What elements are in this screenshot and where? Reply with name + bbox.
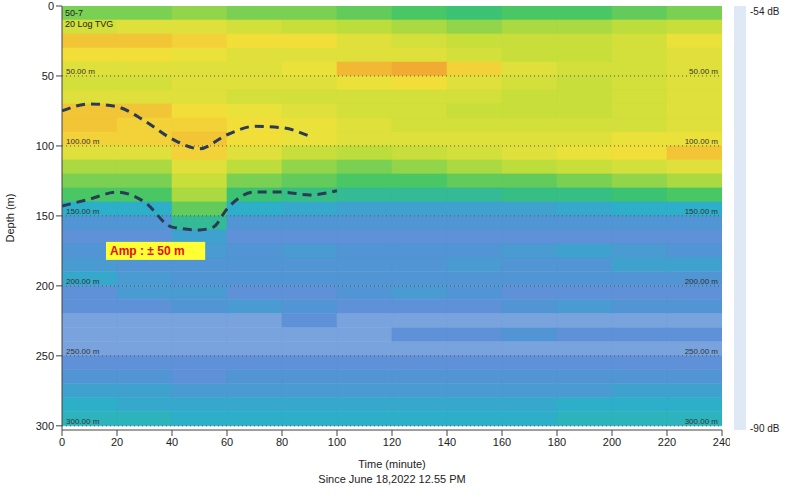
svg-text:250.00 m: 250.00 m [685,347,719,356]
html-text:Since June 18,2022 12.55 PM: Since June 18,2022 12.55 PM [318,473,466,485]
svg-text:100.00 m: 100.00 m [685,137,719,146]
svg-text:200: 200 [603,436,621,448]
svg-text:Time (minute): Time (minute) [358,458,425,470]
svg-text:0: 0 [48,0,54,12]
svg-text:50.00 m: 50.00 m [66,67,95,76]
svg-text:300.00 m: 300.00 m [685,417,719,426]
svg-text:160: 160 [493,436,511,448]
svg-text:Depth (m): Depth (m) [4,194,16,243]
svg-text:20: 20 [111,436,123,448]
svg-text:150.00 m: 150.00 m [66,207,100,216]
svg-text:Amp : ± 50 m: Amp : ± 50 m [110,244,185,258]
svg-text:180: 180 [548,436,566,448]
html-text:50-7: 50-7 [65,8,83,18]
svg-text:80: 80 [276,436,288,448]
svg-text:240: 240 [713,436,730,448]
svg-text:300.00 m: 300.00 m [66,417,100,426]
svg-text:60: 60 [221,436,233,448]
svg-text:0: 0 [59,436,65,448]
svg-text:200: 200 [36,280,54,292]
svg-text:100: 100 [36,140,54,152]
svg-text:150.00 m: 150.00 m [685,207,719,216]
svg-text:-90 dB: -90 dB [750,423,780,434]
svg-text:200.00 m: 200.00 m [66,277,100,286]
svg-text:50.00 m: 50.00 m [689,67,718,76]
svg-text:120: 120 [383,436,401,448]
svg-text:220: 220 [658,436,676,448]
svg-text:-54 dB: -54 dB [750,6,780,17]
svg-text:250.00 m: 250.00 m [66,347,100,356]
svg-text:100.00 m: 100.00 m [66,137,100,146]
svg-text:140: 140 [438,436,456,448]
svg-text:40: 40 [166,436,178,448]
svg-text:200.00 m: 200.00 m [685,277,719,286]
svg-text:100: 100 [328,436,346,448]
svg-text:250: 250 [36,350,54,362]
svg-text:150: 150 [36,210,54,222]
html-text:20 Log TVG: 20 Log TVG [65,19,114,29]
svg-text:300: 300 [36,420,54,432]
svg-text:50: 50 [42,70,54,82]
